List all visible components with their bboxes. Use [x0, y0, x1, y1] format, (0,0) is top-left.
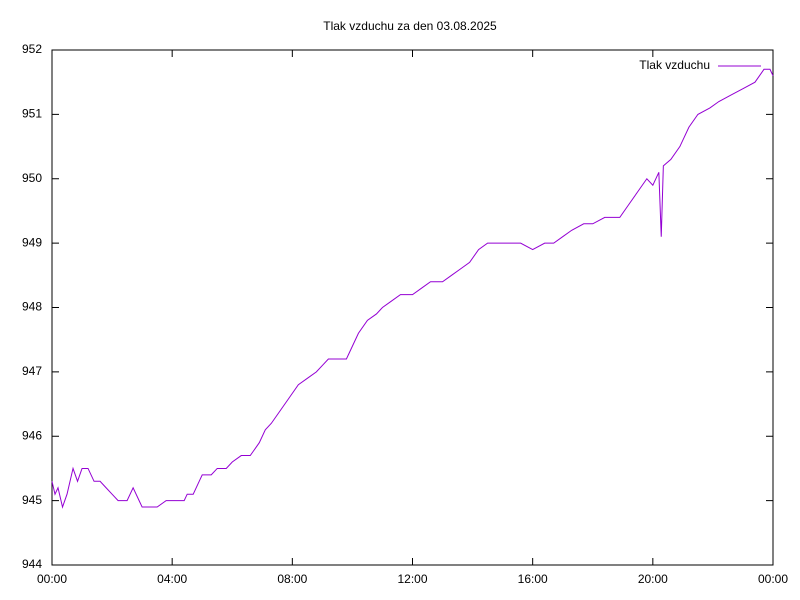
- x-tick-label: 12:00: [397, 572, 427, 586]
- x-tick-label: 16:00: [518, 572, 548, 586]
- x-tick-label: 08:00: [277, 572, 307, 586]
- y-tick-label: 948: [22, 300, 42, 314]
- plot-border: [51, 49, 774, 566]
- y-tick-label: 952: [22, 42, 42, 56]
- y-tick-label: 951: [22, 107, 42, 121]
- x-tick-label: 00:00: [37, 572, 67, 586]
- data-line: [51, 68, 774, 509]
- legend-label: Tlak vzduchu: [639, 58, 710, 72]
- y-tick-label: 947: [22, 364, 42, 378]
- y-tick-label: 945: [22, 493, 42, 507]
- y-tick-label: 946: [22, 428, 42, 442]
- y-tick-label: 950: [22, 171, 42, 185]
- x-tick-label: 00:00: [758, 572, 788, 586]
- y-tick-label: 944: [22, 557, 42, 571]
- y-tick-label: 949: [22, 235, 42, 249]
- x-tick-label: 04:00: [157, 572, 187, 586]
- chart-title: Tlak vzduchu za den 03.08.2025: [323, 19, 497, 33]
- x-tick-label: 20:00: [638, 572, 668, 586]
